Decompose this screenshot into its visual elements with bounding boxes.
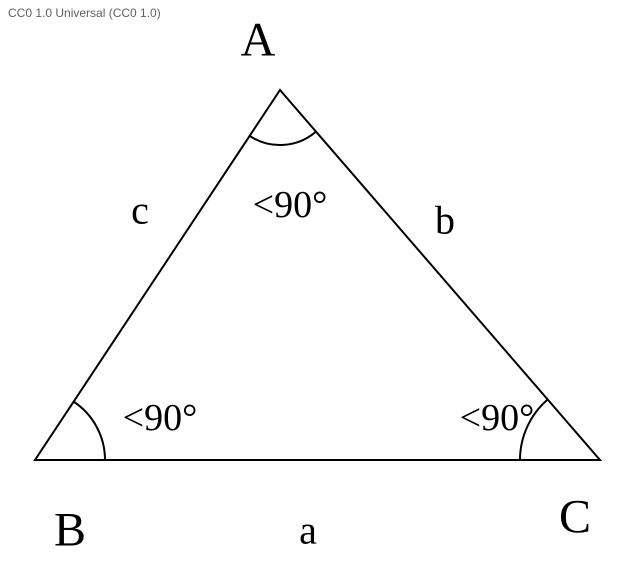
vertex-label-c: C bbox=[559, 490, 591, 545]
side-label-b: b bbox=[435, 197, 455, 244]
triangle-diagram bbox=[0, 0, 630, 569]
angle-label-a: <90° bbox=[253, 183, 328, 227]
angle-label-c: <90° bbox=[460, 396, 535, 440]
side-label-a: a bbox=[299, 507, 317, 554]
vertex-label-b: B bbox=[54, 503, 86, 558]
angle-label-b: <90° bbox=[123, 396, 198, 440]
vertex-label-a: A bbox=[241, 13, 276, 68]
side-label-c: c bbox=[131, 187, 149, 234]
